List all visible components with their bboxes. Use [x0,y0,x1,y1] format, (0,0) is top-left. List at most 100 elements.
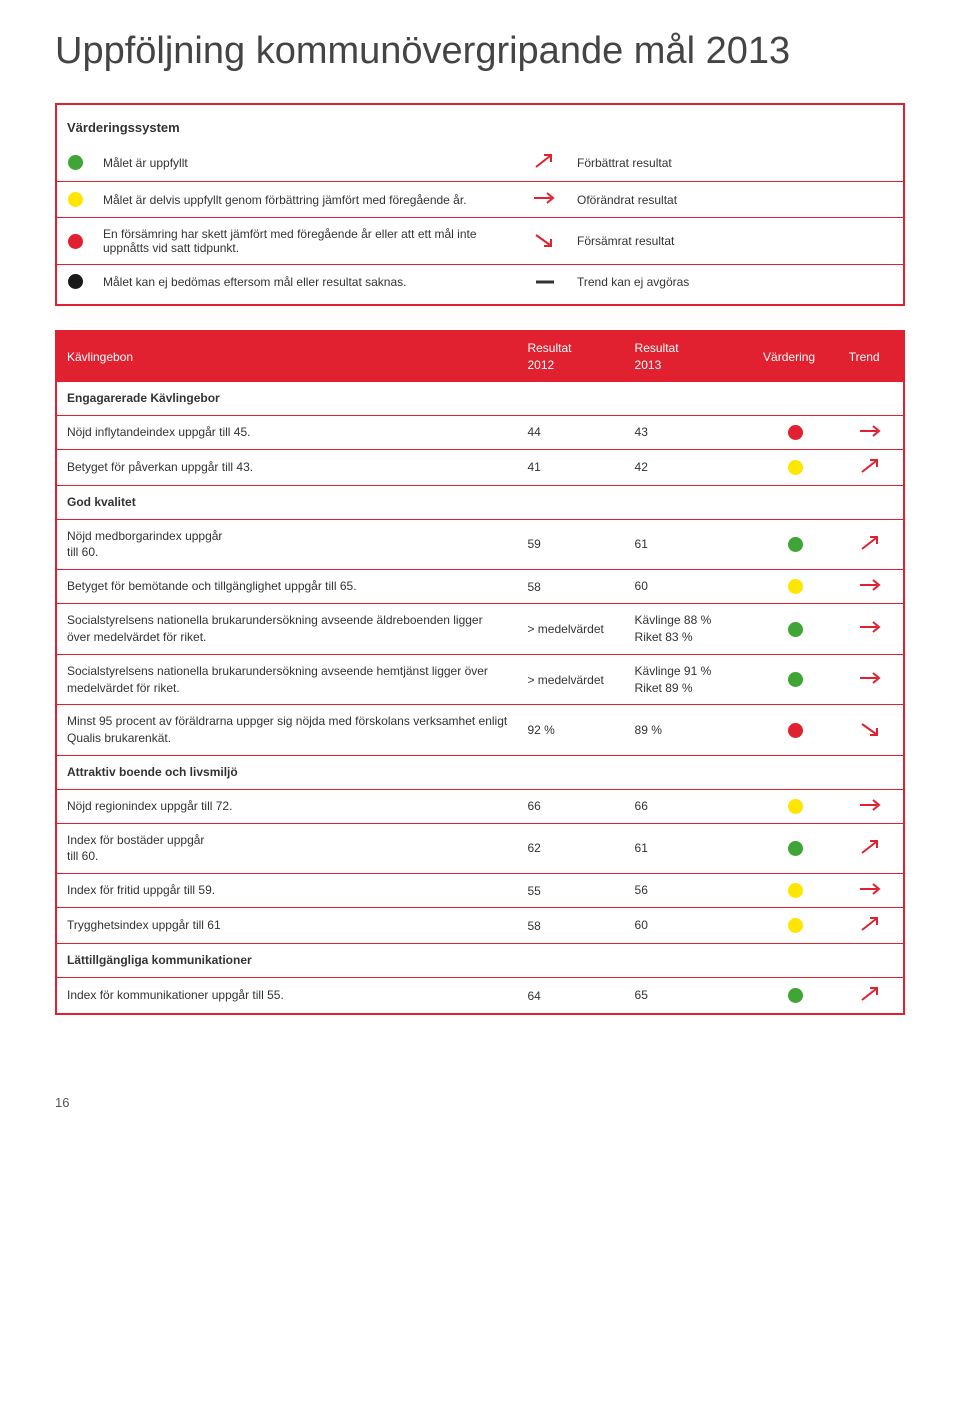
trend-arrow-icon [860,839,882,858]
valuation-dot-icon [788,799,803,814]
cell-label: Trygghetsindex uppgår till 61 [57,908,517,944]
legend-arrow-desc: Trend kan ej avgöras [567,265,903,299]
trend-arrow-icon [860,458,882,477]
cell-result-2013: 61 [625,519,754,570]
cell-label: Lättillgängliga kommunikationer [57,944,517,978]
th-resultat-2013: Resultat 2013 [625,332,754,382]
data-table-box: Kävlingebon Resultat 2012 Resultat 2013 … [55,330,905,1015]
cell-result-2012: > medelvärdet [517,604,624,655]
cell-label: God kvalitet [57,485,517,519]
legend-dot-icon [68,192,83,207]
section-row: Attraktiv boende och livsmiljö [57,755,903,789]
legend-dot-cell [57,144,93,182]
cell-result-2013: 60 [625,908,754,944]
legend-arrow-icon [534,232,556,251]
legend-dot-cell [57,182,93,218]
valuation-dot-icon [788,918,803,933]
cell-trend [839,823,903,874]
legend-dot-icon [68,274,83,289]
table-row: Nöjd regionindex uppgår till 72.6666 [57,789,903,823]
cell-label: Index för bostäder uppgår till 60. [57,823,517,874]
cell-valuation [753,485,839,519]
table-row: Index för kommunikationer uppgår till 55… [57,978,903,1014]
cell-valuation [753,604,839,655]
valuation-dot-icon [788,537,803,552]
cell-label: Socialstyrelsens nationella brukarunders… [57,654,517,705]
valuation-dot-icon [788,883,803,898]
table-row: Betyget för bemötande och tillgänglighet… [57,570,903,604]
cell-result-2013: Kävlinge 91 % Riket 89 % [625,654,754,705]
cell-result-2013: 61 [625,823,754,874]
valuation-dot-icon [788,841,803,856]
cell-valuation [753,415,839,449]
legend-table: Värderingssystem Målet är uppfylltFörbät… [57,111,903,298]
page-number: 16 [55,1095,905,1110]
cell-label: Socialstyrelsens nationella brukarunders… [57,604,517,655]
legend-dot-cell [57,218,93,265]
cell-result-2012 [517,382,624,415]
cell-trend [839,654,903,705]
cell-result-2013: 42 [625,449,754,485]
cell-result-2013: 56 [625,874,754,908]
legend-arrow-desc: Oförändrat resultat [567,182,903,218]
legend-desc: En försämring har skett jämfört med före… [93,218,523,265]
table-row: Betyget för påverkan uppgår till 43.4142 [57,449,903,485]
cell-result-2013 [625,944,754,978]
legend-arrow-cell [523,218,567,265]
cell-valuation [753,908,839,944]
section-row: Lättillgängliga kommunikationer [57,944,903,978]
trend-arrow-icon [859,620,883,637]
cell-result-2012: 64 [517,978,624,1014]
legend-row: En försämring har skett jämfört med före… [57,218,903,265]
legend-header: Värderingssystem [57,111,903,144]
trend-arrow-icon [859,424,883,441]
cell-valuation [753,789,839,823]
legend-arrow-icon [534,275,556,289]
cell-valuation [753,755,839,789]
legend-arrow-cell [523,265,567,299]
cell-result-2012: 62 [517,823,624,874]
th-vardering: Värdering [753,332,839,382]
cell-trend [839,604,903,655]
th-kavlingebon: Kävlingebon [57,332,517,382]
table-row: Socialstyrelsens nationella brukarunders… [57,604,903,655]
cell-valuation [753,654,839,705]
page-title: Uppföljning kommunövergripande mål 2013 [55,30,905,73]
cell-result-2013 [625,485,754,519]
legend-desc: Målet är delvis uppfyllt genom förbättri… [93,182,523,218]
cell-result-2012: 92 % [517,705,624,756]
cell-result-2012: 41 [517,449,624,485]
trend-arrow-icon [859,578,883,595]
trend-arrow-icon [860,986,882,1005]
valuation-dot-icon [788,622,803,637]
legend-arrow-icon [533,191,557,208]
trend-arrow-icon [859,882,883,899]
cell-trend [839,874,903,908]
table-header-row: Kävlingebon Resultat 2012 Resultat 2013 … [57,332,903,382]
valuation-dot-icon [788,425,803,440]
cell-label: Nöjd inflytandeindex uppgår till 45. [57,415,517,449]
cell-label: Engagarerade Kävlingebor [57,382,517,415]
table-row: Trygghetsindex uppgår till 615860 [57,908,903,944]
cell-result-2013 [625,755,754,789]
valuation-dot-icon [788,723,803,738]
cell-trend [839,944,903,978]
cell-valuation [753,944,839,978]
cell-valuation [753,705,839,756]
legend-desc: Målet kan ej bedömas eftersom mål eller … [93,265,523,299]
table-row: Socialstyrelsens nationella brukarunders… [57,654,903,705]
cell-trend [839,415,903,449]
section-row: God kvalitet [57,485,903,519]
legend-arrow-desc: Försämrat resultat [567,218,903,265]
cell-result-2012: 44 [517,415,624,449]
legend-arrow-icon [534,153,556,172]
legend-row: Målet är uppfylltFörbättrat resultat [57,144,903,182]
section-row: Engagarerade Kävlingebor [57,382,903,415]
cell-label: Attraktiv boende och livsmiljö [57,755,517,789]
valuation-dot-icon [788,460,803,475]
cell-result-2012 [517,755,624,789]
cell-valuation [753,823,839,874]
cell-trend [839,755,903,789]
cell-valuation [753,874,839,908]
cell-result-2012: > medelvärdet [517,654,624,705]
